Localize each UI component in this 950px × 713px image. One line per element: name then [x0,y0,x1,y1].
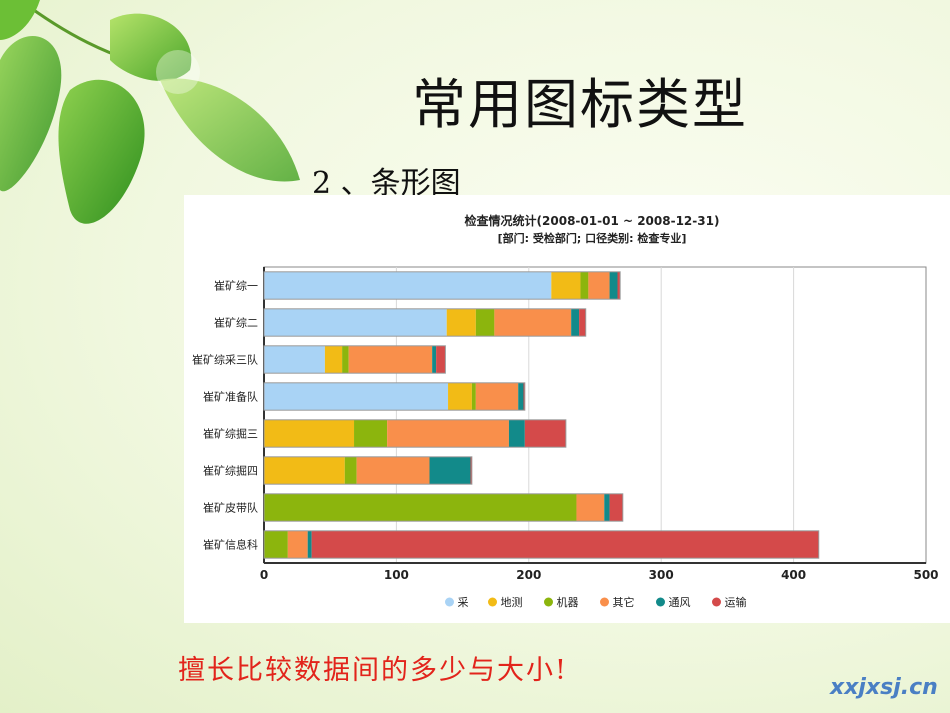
legend-label: 地测 [501,596,523,609]
bar-segment [475,308,495,337]
bar-segment [432,345,437,374]
bar-segment [579,308,586,337]
x-tick-label: 500 [913,568,938,582]
bar-segment [604,493,610,522]
x-tick-label: 300 [649,568,674,582]
bar-outline [263,308,587,337]
legend-label: 其它 [613,595,635,609]
watermark-logo: xxjxsj.cn [830,675,938,700]
slide-title: 常用图标类型 [412,73,748,136]
bar-segment [356,456,430,485]
bar-segment [387,419,509,448]
x-tick-label: 0 [260,568,268,582]
bar-segment [609,493,623,522]
leaf-decoration [0,0,300,224]
category-label: 崔矿皮带队 [203,501,258,515]
chart-title: 检查情况统计(2008-01-01 ~ 2008-12-31) [465,213,720,228]
bar-segment [344,456,357,485]
bar-outline [263,456,473,485]
chart-panel: 检查情况统计(2008-01-01 ~ 2008-12-31) [部门: 受检部… [184,195,950,623]
bar-segment [342,345,349,374]
category-label: 崔矿综一 [214,279,258,293]
bar-segment [446,308,476,337]
category-label: 崔矿综掘四 [203,464,258,478]
legend-label: 机器 [557,595,579,609]
bar-outline [263,382,526,411]
bar-segment [494,308,572,337]
bar-segment [436,345,446,374]
category-label: 崔矿综采三队 [192,353,258,367]
category-label: 崔矿综二 [214,316,258,330]
bar-segment [609,271,618,300]
bar-outline [263,419,567,448]
legend-marker [712,597,721,607]
bar-segment [523,382,525,411]
bar-segment [354,419,388,448]
bar-segment [311,530,819,559]
bar-segment [518,382,524,411]
bar-segment [448,382,472,411]
bar-segment [324,345,343,374]
category-label: 崔矿信息科 [203,538,258,552]
bar-segment [264,308,447,337]
x-tick-label: 100 [384,568,409,582]
bar-segment [470,456,472,485]
bar-segment [429,456,471,485]
bar-segment [264,493,577,522]
chart-legend: 采 地测 机器 其它 通风 运输 [445,595,747,609]
bar-segment [471,382,476,411]
bar-outline [263,271,621,300]
legend-marker [445,597,454,607]
category-label: 崔矿准备队 [203,390,258,404]
bar-segment [475,382,519,411]
bar-segment [348,345,433,374]
legend-marker [600,597,609,607]
chart-subtitle: [部门: 受检部门; 口径类别: 检查专业] [498,231,687,245]
chart-bars [263,271,820,559]
legend-marker [488,597,497,607]
bar-outline [263,530,820,559]
bar-segment [524,419,566,448]
legend-marker [656,597,665,607]
bar-segment [588,271,610,300]
bar-segment [571,308,580,337]
bar-segment [307,530,312,559]
bar-segment [287,530,308,559]
legend-label: 通风 [669,596,691,609]
bar-outline [263,493,624,522]
bar-outline [263,345,446,374]
legend-label: 运输 [725,595,747,609]
legend-marker [544,597,553,607]
bar-segment [551,271,581,300]
slide-caption: 擅长比较数据间的多少与大小! [178,655,568,686]
bar-segment [580,271,589,300]
x-tick-label: 400 [781,568,806,582]
category-label: 崔矿综掘三 [203,427,258,441]
bar-segment [264,382,449,411]
chart-x-ticks: 0 100 200 300 400 500 [260,568,939,582]
bar-segment [264,345,325,374]
bar-segment [264,419,355,448]
bar-segment [264,530,288,559]
bar-segment [264,271,552,300]
bar-segment [576,493,605,522]
legend-label: 采 [458,596,469,609]
bar-chart: 检查情况统计(2008-01-01 ~ 2008-12-31) [部门: 受检部… [192,213,939,609]
bar-segment [617,271,621,300]
bar-segment [508,419,525,448]
bar-segment [264,456,345,485]
x-tick-label: 200 [516,568,541,582]
